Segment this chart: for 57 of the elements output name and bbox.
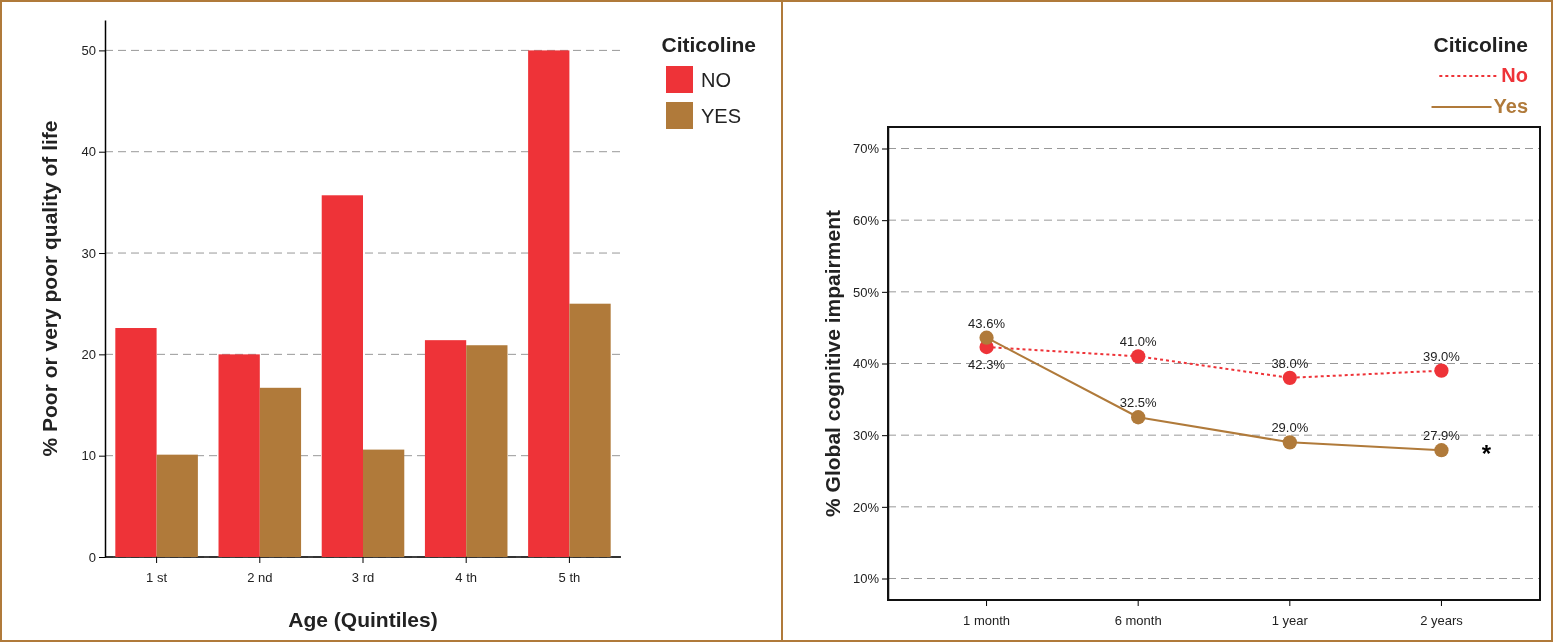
x-tick-label: 5 th bbox=[558, 569, 581, 585]
point bbox=[1131, 349, 1146, 364]
bar bbox=[156, 454, 198, 557]
annotation: * bbox=[1481, 440, 1492, 468]
point bbox=[1131, 410, 1146, 425]
y-tick-label: 30% bbox=[852, 427, 880, 443]
bar bbox=[363, 449, 405, 557]
y-tick-label: 10 bbox=[81, 448, 96, 464]
bar bbox=[218, 354, 260, 557]
y-tick-label: 50% bbox=[852, 284, 880, 300]
legend-label: Yes bbox=[1493, 95, 1528, 117]
x-axis-title: Age (Quintiles) bbox=[288, 608, 438, 631]
y-tick-label: 70% bbox=[852, 141, 880, 157]
y-tick-label: 50 bbox=[81, 43, 96, 59]
bar bbox=[466, 345, 508, 557]
x-tick-label: 2 years bbox=[1420, 612, 1464, 628]
bar bbox=[569, 303, 611, 557]
bar bbox=[259, 387, 302, 557]
data-label: 41.0% bbox=[1119, 334, 1158, 350]
x-tick-label: 1 month bbox=[963, 612, 1011, 628]
y-tick-label: 60% bbox=[852, 212, 880, 228]
bar bbox=[528, 50, 570, 557]
legend-title: Citicoline bbox=[1433, 33, 1528, 56]
y-tick-label: 0 bbox=[88, 549, 96, 565]
x-tick-label: 3 rd bbox=[351, 569, 375, 585]
y-tick-label: 40% bbox=[852, 356, 880, 372]
point bbox=[979, 330, 994, 345]
bar bbox=[321, 195, 363, 557]
point bbox=[1434, 363, 1449, 378]
data-label: 43.6% bbox=[968, 315, 1006, 331]
data-label: 38.0% bbox=[1271, 355, 1309, 371]
bar bbox=[115, 328, 157, 557]
point bbox=[1434, 443, 1449, 458]
x-tick-label: 6 month bbox=[1114, 612, 1162, 628]
data-label: 39.0% bbox=[1423, 348, 1461, 364]
x-tick-label: 4 th bbox=[455, 569, 478, 585]
data-label: 29.0% bbox=[1271, 420, 1309, 436]
bar bbox=[424, 340, 467, 557]
data-label: 42.3% bbox=[968, 357, 1006, 373]
legend-label: No bbox=[1501, 64, 1528, 86]
x-tick-label: 2 nd bbox=[247, 569, 273, 585]
legend-label: NO bbox=[701, 69, 731, 91]
y-axis-title: % Global cognitive impairment bbox=[821, 210, 844, 517]
data-label: 32.5% bbox=[1119, 395, 1158, 411]
y-tick-label: 40 bbox=[81, 144, 96, 160]
point bbox=[1282, 370, 1297, 385]
data-label: 27.9% bbox=[1423, 428, 1461, 444]
y-axis-title: % Poor or very poor quality of life bbox=[38, 120, 61, 457]
y-tick-label: 20% bbox=[852, 499, 880, 515]
point bbox=[1282, 435, 1297, 450]
legend-title: Citicoline bbox=[661, 33, 756, 56]
y-tick-label: 30 bbox=[81, 245, 96, 261]
x-tick-label: 1 st bbox=[146, 569, 168, 585]
y-tick-label: 20 bbox=[81, 347, 96, 363]
y-tick-label: 10% bbox=[852, 571, 880, 587]
x-tick-label: 1 year bbox=[1271, 612, 1309, 628]
legend-label: YES bbox=[701, 105, 742, 127]
